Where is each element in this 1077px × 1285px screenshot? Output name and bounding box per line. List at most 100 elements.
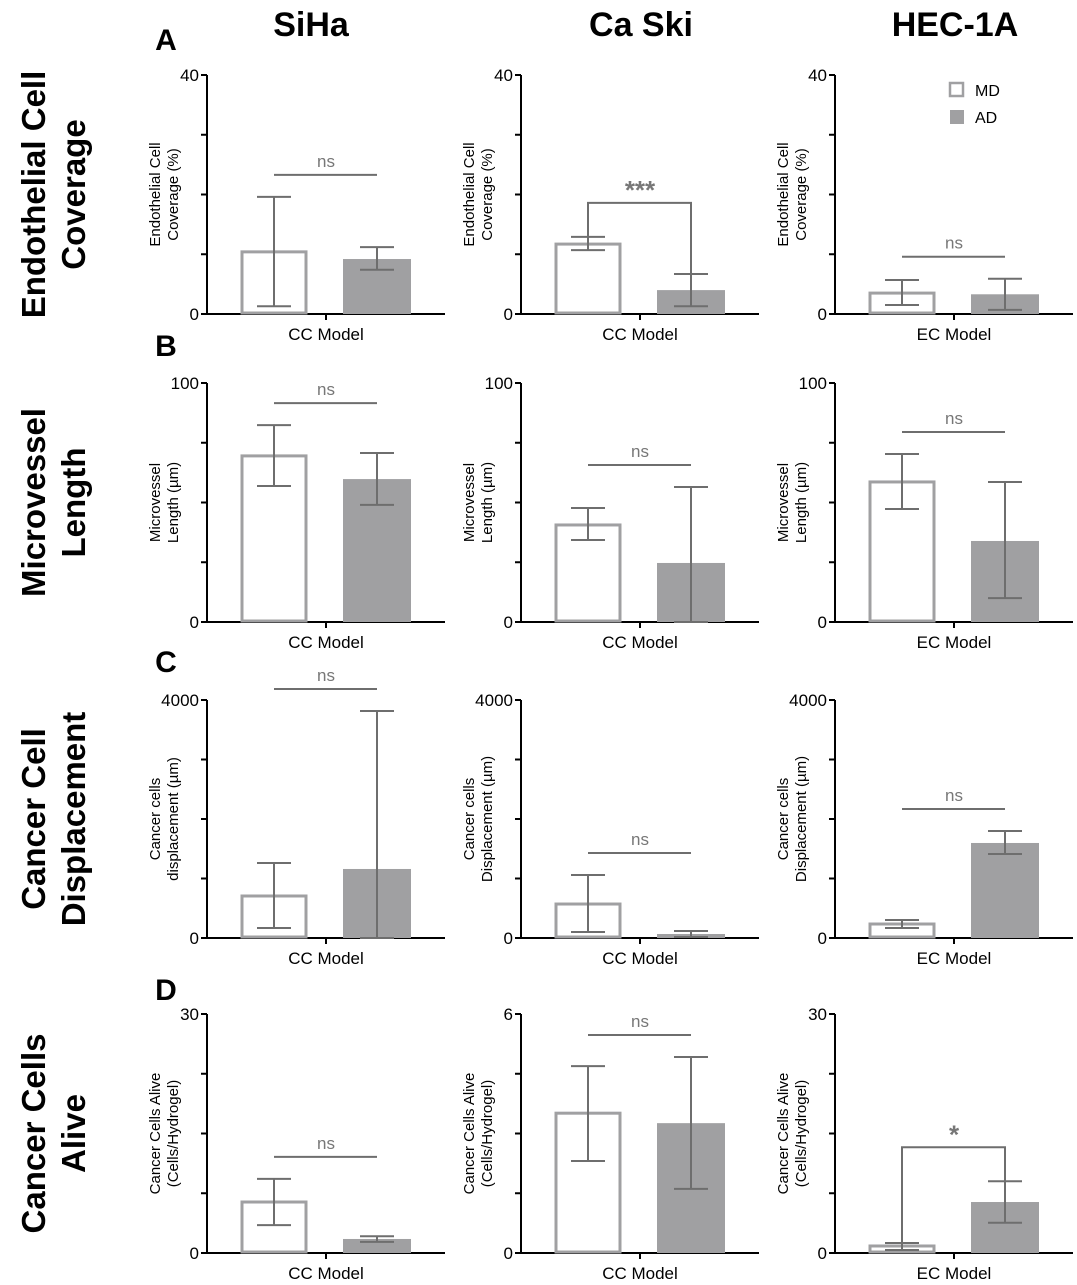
- x-axis-label: EC Model: [917, 1264, 992, 1280]
- y-axis-label-line: (Cells/Hydrogel): [165, 1080, 182, 1188]
- x-axis-label: CC Model: [602, 949, 678, 968]
- y-axis-label-line: Cancer cells: [147, 778, 164, 861]
- significance-label: ***: [625, 175, 656, 205]
- legend-label-ad: AD: [975, 110, 997, 127]
- y-tick-label: 0: [504, 613, 513, 632]
- y-tick-label: 40: [494, 66, 513, 85]
- column-header: SiHa: [273, 6, 350, 44]
- y-axis-label-line: (Cells/Hydrogel): [479, 1080, 496, 1188]
- y-tick-label: 4000: [475, 691, 513, 710]
- bar-md: [554, 242, 622, 315]
- panel-letter: D: [155, 974, 177, 1007]
- y-tick-label: 6: [504, 1005, 513, 1024]
- legend-swatch-md: [948, 81, 965, 98]
- y-axis-label-line: Endothelial Cell: [461, 142, 478, 246]
- y-axis-label-line: Cancer Cells Alive: [775, 1073, 792, 1195]
- y-tick-label: 0: [818, 305, 827, 324]
- legend-swatch-ad: [950, 110, 964, 124]
- row-label-line: Endothelial Cell: [15, 71, 52, 319]
- y-axis-label: Cancer Cells Alive (Cells/Hydrogel): [147, 1073, 182, 1195]
- significance-label: ns: [631, 830, 649, 849]
- significance-bracket: [901, 1146, 1006, 1243]
- panel-letter: B: [155, 330, 177, 363]
- y-axis-label-line: Coverage (%): [479, 148, 496, 241]
- panel-letter: A: [155, 24, 177, 57]
- significance-label: ns: [631, 1012, 649, 1031]
- row-label: Endothelial Cell Coverage: [15, 71, 92, 319]
- y-tick-label: 40: [808, 66, 827, 85]
- significance-label: ns: [317, 380, 335, 399]
- significance-label: ns: [945, 409, 963, 428]
- y-tick-label: 30: [180, 1005, 199, 1024]
- x-axis-label: EC Model: [917, 633, 992, 652]
- y-axis-label-line: Microvessel: [461, 463, 478, 542]
- row-label-line: Alive: [55, 1094, 92, 1173]
- significance-label: ns: [945, 234, 963, 253]
- y-axis-label: Endothelial Cell Coverage (%): [775, 142, 810, 246]
- legend-label-md: MD: [975, 83, 1000, 100]
- subplot-c-1: 4000 0 CC Model Cancer cells displacement (µ…: [147, 666, 445, 968]
- y-axis-label-line: Endothelial Cell: [147, 142, 164, 246]
- subplot-d-3: 30 0 EC Model Cancer Cells Alive (Cells/Hydr…: [775, 1005, 1073, 1283]
- row-label-line: Cancer Cell: [15, 728, 52, 910]
- y-tick-label: 100: [171, 374, 199, 393]
- x-axis-label: CC Model: [602, 1264, 678, 1280]
- y-axis-label-line: Cancer Cells Alive: [147, 1073, 164, 1195]
- y-axis-label: Cancer Cells Alive (Cells/Hydrogel): [461, 1073, 496, 1195]
- y-tick-label: 0: [818, 1244, 827, 1263]
- y-tick-label: 100: [485, 374, 513, 393]
- bar-ad: [971, 842, 1039, 938]
- subplot-d-2: 6 0 CC Model Cancer Cells Alive (Cells/Hydro…: [461, 1005, 759, 1283]
- y-tick-label: 0: [818, 929, 827, 948]
- y-tick-label: 30: [808, 1005, 827, 1024]
- y-tick-label: 4000: [789, 691, 827, 710]
- row-label-line: Length: [55, 448, 92, 558]
- subplot-c-2: 4000 0 CC Model Cancer cells Displacement (µ…: [461, 691, 759, 968]
- y-tick-label: 0: [818, 613, 827, 632]
- y-axis-label-line: Length (µm): [165, 462, 182, 543]
- y-tick-label: 0: [190, 929, 199, 948]
- significance-bracket: [587, 201, 692, 274]
- subplot-a-2: 40 0 CC Model Endothelial Cell Coverage (%) *…: [461, 66, 759, 344]
- y-axis-label-line: Microvessel: [147, 463, 164, 542]
- subplot-d-1: 30 0 CC Model Cancer Cells Alive (Cells/Hydr…: [147, 1005, 445, 1283]
- y-axis-label: Cancer cells Displacement (µm): [775, 756, 810, 882]
- significance-label: ns: [317, 152, 335, 171]
- row-label: Cancer Cells Alive: [15, 1034, 92, 1234]
- subplot-c-3: 4000 0 EC Model Cancer cells Displacement (µ…: [775, 691, 1073, 968]
- y-axis-label-line: Cancer cells: [461, 778, 478, 861]
- significance-label: ns: [317, 1134, 335, 1153]
- y-axis-label: Microvessel Length (µm): [147, 462, 182, 543]
- y-axis-label: Cancer cells displacement (µm): [147, 757, 182, 881]
- row-label-line: Displacement: [55, 712, 92, 927]
- y-axis-label-line: Endothelial Cell: [775, 142, 792, 246]
- y-axis-label-line: Coverage (%): [793, 148, 810, 241]
- y-axis-label-line: Displacement (µm): [479, 756, 496, 882]
- row-label-line: Microvessel: [15, 408, 52, 597]
- y-tick-label: 0: [504, 929, 513, 948]
- y-tick-label: 0: [190, 613, 199, 632]
- subplot-b-3: 100 0 EC Model Microvessel Length (µm) ns: [775, 374, 1073, 652]
- x-axis-label: CC Model: [602, 325, 678, 344]
- column-header: HEC-1A: [892, 6, 1019, 44]
- y-axis-label-line: Displacement (µm): [793, 756, 810, 882]
- y-axis-label: Cancer cells Displacement (µm): [461, 756, 496, 882]
- x-axis-label: CC Model: [288, 949, 364, 968]
- x-axis-label: CC Model: [602, 633, 678, 652]
- x-axis-label: CC Model: [288, 325, 364, 344]
- y-tick-label: 100: [799, 374, 827, 393]
- y-tick-label: 40: [180, 66, 199, 85]
- y-tick-label: 0: [504, 305, 513, 324]
- subplot-a-3: 40 0 EC Model Endothelial Cell Coverage (%) n…: [775, 66, 1073, 344]
- x-axis-label: CC Model: [288, 633, 364, 652]
- y-axis-label-line: Cancer Cells Alive: [461, 1073, 478, 1195]
- x-axis-label: CC Model: [288, 1264, 364, 1280]
- y-axis-label: Endothelial Cell Coverage (%): [461, 142, 496, 246]
- y-axis-label-line: Microvessel: [775, 463, 792, 542]
- x-axis-label: EC Model: [917, 949, 992, 968]
- y-tick-label: 0: [190, 305, 199, 324]
- row-label-line: Coverage: [55, 119, 92, 269]
- row-label: Cancer Cell Displacement: [15, 712, 92, 927]
- x-axis-label: EC Model: [917, 325, 992, 344]
